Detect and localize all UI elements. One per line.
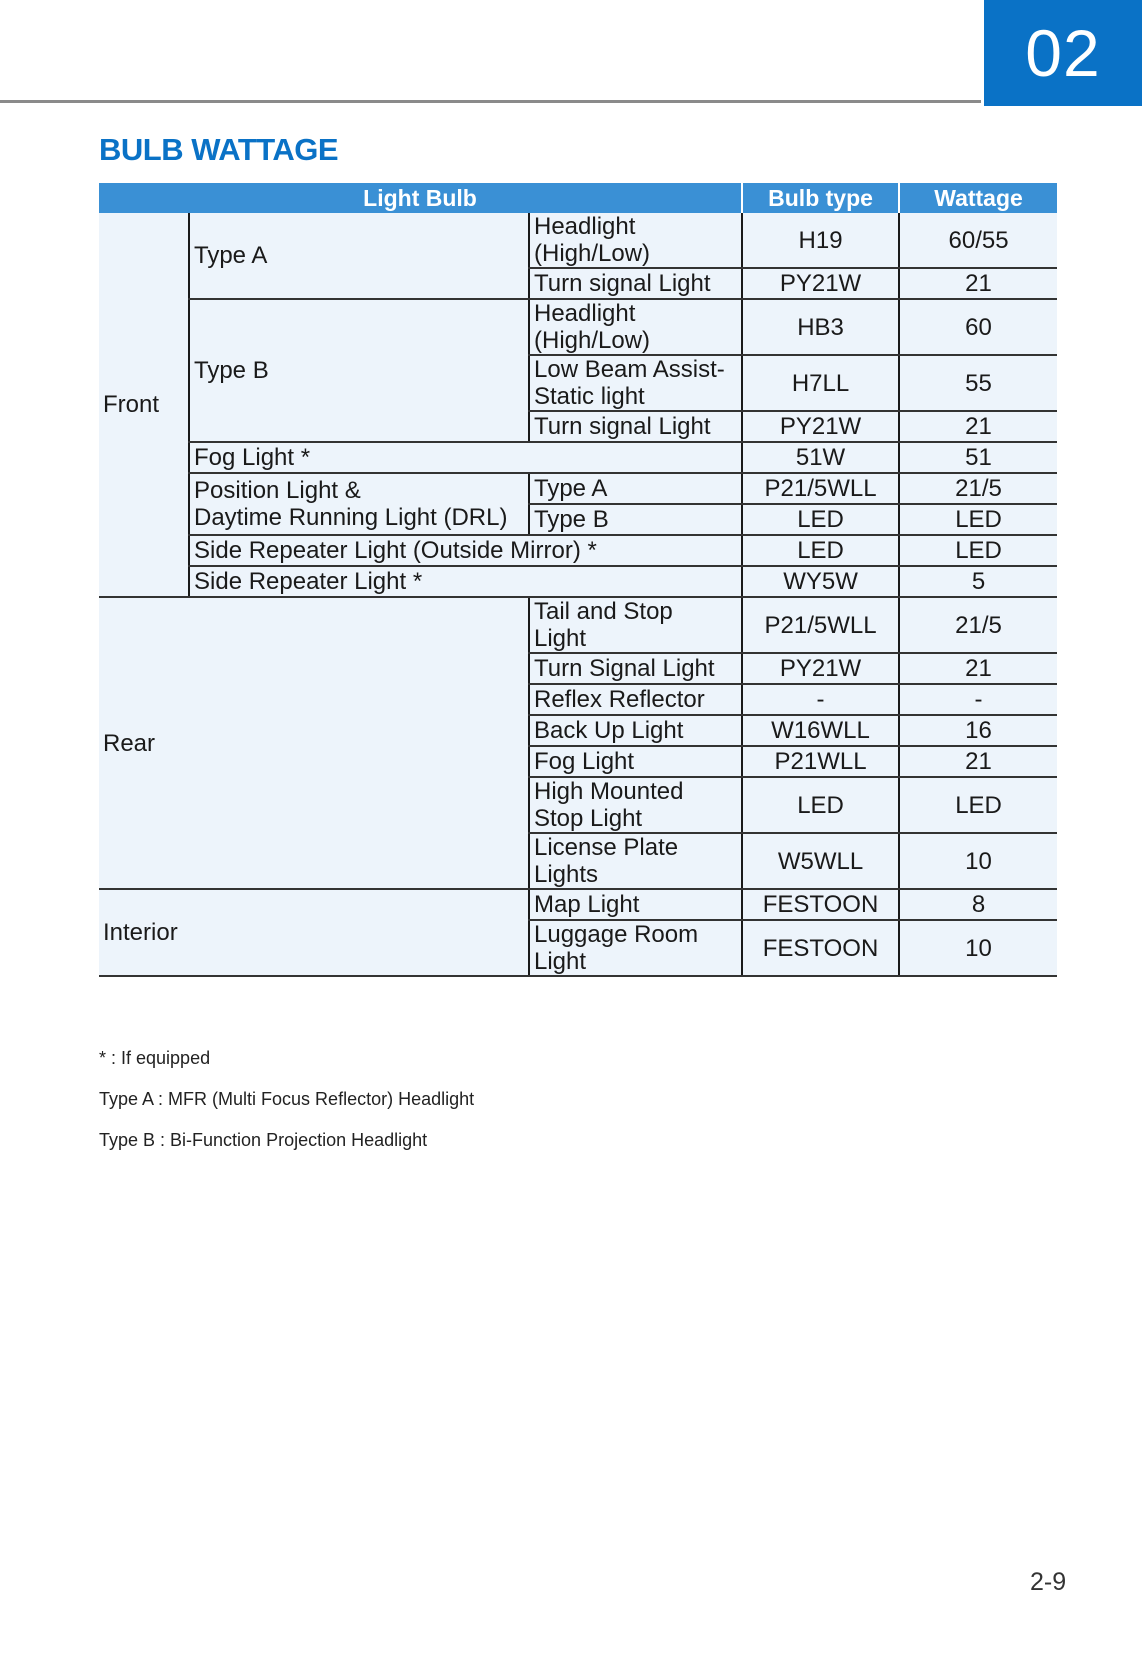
table-cell: FESTOON bbox=[741, 889, 900, 921]
table-cell: LED bbox=[741, 504, 900, 536]
table-cell: PY21W bbox=[741, 653, 900, 685]
table-cell: LED bbox=[741, 535, 900, 567]
table-cell: Side Repeater Light * bbox=[187, 566, 743, 598]
table-cell: LED bbox=[898, 535, 1058, 567]
table-row: Low Beam Assist- Static light H7LL 55 bbox=[99, 355, 1058, 412]
table-cell: Headlight (High/Low) bbox=[527, 213, 743, 269]
table-cell: Back Up Light bbox=[527, 715, 743, 747]
table-cell: 21 bbox=[898, 653, 1058, 685]
table-body: Front Type A Headlight (High/Low) H19 60/55 T… bbox=[99, 213, 1058, 977]
table-cell: FESTOON bbox=[741, 920, 900, 977]
page-number: 2-9 bbox=[1030, 1568, 1067, 1596]
table-cell: License Plate Lights bbox=[527, 833, 743, 890]
table-cell: Type B bbox=[527, 504, 743, 536]
table-cell: Rear bbox=[99, 597, 529, 890]
table-cell: Type B bbox=[188, 299, 529, 443]
table-cell: 5 bbox=[898, 566, 1058, 598]
table-row: Type B Headlight (High/Low) HB3 60 bbox=[99, 299, 1058, 443]
table-cell: PY21W bbox=[741, 268, 900, 300]
table-row: Interior Map Light FESTOON 8 bbox=[99, 889, 1058, 977]
table-cell: Front bbox=[99, 213, 189, 598]
table-cell: P21/5WLL bbox=[741, 473, 900, 505]
table-cell: 10 bbox=[898, 920, 1058, 977]
table-cell: Position Light & Daytime Running Light (… bbox=[188, 473, 529, 536]
table-row: Fog Light P21WLL 21 bbox=[99, 746, 1058, 778]
table-cell: Luggage Room Light bbox=[527, 920, 743, 977]
table-row: Turn signal Light PY21W 21 bbox=[99, 268, 1058, 300]
table-cell: 8 bbox=[898, 889, 1058, 921]
table-row: Fog Light * 51W 51 bbox=[99, 442, 1058, 474]
table-cell: W16WLL bbox=[741, 715, 900, 747]
table-cell: 60/55 bbox=[898, 213, 1058, 269]
table-cell: High Mounted Stop Light bbox=[527, 777, 743, 834]
table-cell: Turn Signal Light bbox=[527, 653, 743, 685]
table-row: Reflex Reflector - - bbox=[99, 684, 1058, 716]
table-cell: Interior bbox=[99, 889, 529, 977]
table-cell: P21/5WLL bbox=[741, 597, 900, 654]
footnote-type-b: Type B : Bi-Function Projection Headligh… bbox=[99, 1130, 428, 1150]
header-light-bulb: Light Bulb bbox=[99, 183, 743, 213]
table-cell: Turn signal Light bbox=[527, 411, 743, 443]
table-cell: 10 bbox=[898, 833, 1058, 890]
header-wattage: Wattage bbox=[898, 183, 1058, 213]
table-cell: 51 bbox=[898, 442, 1058, 474]
table-row: Front Type A Headlight (High/Low) H19 60/55 bbox=[99, 213, 1058, 598]
table-cell: Reflex Reflector bbox=[527, 684, 743, 716]
table-cell: H19 bbox=[741, 213, 900, 269]
table-row: License Plate Lights W5WLL 10 bbox=[99, 833, 1058, 890]
table-cell: Side Repeater Light (Outside Mirror) * bbox=[187, 535, 743, 567]
table-cell: Turn signal Light bbox=[527, 268, 743, 300]
header-bulb-type: Bulb type bbox=[741, 183, 900, 213]
table-cell: 60 bbox=[898, 299, 1058, 356]
table-cell: Type A bbox=[527, 473, 743, 505]
table-cell: 21/5 bbox=[898, 597, 1058, 654]
header-rule bbox=[0, 100, 981, 103]
table-cell: 55 bbox=[898, 355, 1058, 412]
table-cell: H7LL bbox=[741, 355, 900, 412]
table-header-row: Light Bulb Bulb type Wattage bbox=[99, 183, 1058, 213]
table-row: High Mounted Stop Light LED LED bbox=[99, 777, 1058, 834]
table-cell: 21 bbox=[898, 746, 1058, 778]
table-cell: LED bbox=[898, 504, 1058, 536]
table-cell: Fog Light * bbox=[187, 442, 743, 474]
table-cell: - bbox=[741, 684, 900, 716]
table-cell: P21WLL bbox=[741, 746, 900, 778]
footnote-if-equipped: * : If equipped bbox=[99, 1048, 211, 1068]
table-cell: 51W bbox=[741, 442, 900, 474]
table-row: Rear Tail and Stop Light P21/5WLL 21/5 bbox=[99, 597, 1058, 890]
chapter-badge: 02 bbox=[984, 0, 1142, 106]
table-cell: 21 bbox=[898, 411, 1058, 443]
table-cell: 21/5 bbox=[898, 473, 1058, 505]
table-row: Luggage Room Light FESTOON 10 bbox=[99, 920, 1058, 977]
table-row: Turn Signal Light PY21W 21 bbox=[99, 653, 1058, 685]
table-cell: - bbox=[898, 684, 1058, 716]
table-row: Type B LED LED bbox=[99, 504, 1058, 536]
table-cell: LED bbox=[898, 777, 1058, 834]
table-row: Position Light & Daytime Running Light (… bbox=[99, 473, 1058, 536]
table-row: Side Repeater Light * WY5W 5 bbox=[99, 566, 1058, 598]
table-cell: 21 bbox=[898, 268, 1058, 300]
page-title: BULB WATTAGE bbox=[99, 132, 339, 167]
table-cell: Headlight (High/Low) bbox=[527, 299, 743, 356]
table-row: Side Repeater Light (Outside Mirror) * LE… bbox=[99, 535, 1058, 567]
table-cell: LED bbox=[741, 777, 900, 834]
bulb-wattage-table: Light Bulb Bulb type Wattage Front Type A… bbox=[99, 183, 1058, 977]
table-cell: WY5W bbox=[741, 566, 900, 598]
table-cell: HB3 bbox=[741, 299, 900, 356]
footnote-type-a: Type A : MFR (Multi Focus Reflector) Hea… bbox=[99, 1089, 475, 1109]
table-cell: PY21W bbox=[741, 411, 900, 443]
table-cell: 16 bbox=[898, 715, 1058, 747]
table-cell: Low Beam Assist- Static light bbox=[527, 355, 743, 412]
table-cell: Fog Light bbox=[527, 746, 743, 778]
table-cell: Tail and Stop Light bbox=[527, 597, 743, 654]
table-cell: Map Light bbox=[527, 889, 743, 921]
table-cell: Type A bbox=[188, 213, 529, 300]
table-row: Turn signal Light PY21W 21 bbox=[99, 411, 1058, 443]
table-row: Back Up Light W16WLL 16 bbox=[99, 715, 1058, 747]
table-cell: W5WLL bbox=[741, 833, 900, 890]
